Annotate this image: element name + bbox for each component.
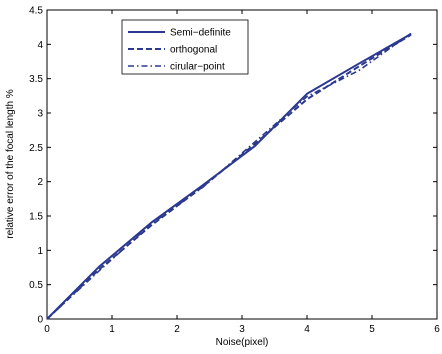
legend: Semi−definite orthogonal cirular−point bbox=[121, 19, 249, 75]
x-tick-label: 2 bbox=[174, 324, 180, 335]
y-tick-label: 4 bbox=[37, 40, 43, 51]
legend-label-0: Semi−definite bbox=[170, 28, 231, 39]
y-tick-label: 3.5 bbox=[29, 74, 43, 85]
x-tick-label: 3 bbox=[239, 324, 245, 335]
y-tick-label: 3 bbox=[37, 109, 43, 120]
y-tick-label: 0.5 bbox=[29, 280, 43, 291]
y-tick-label: 2.5 bbox=[29, 143, 43, 154]
tick-labels: 0 1 2 3 4 5 6 0 0.5 1 1.5 2 2.5 3 3.5 4 4.5 bbox=[29, 6, 440, 336]
x-tick-label: 4 bbox=[304, 324, 310, 335]
legend-box bbox=[121, 19, 249, 75]
y-tick-label: 2 bbox=[37, 177, 43, 188]
series-layer bbox=[46, 32, 412, 320]
x-tick-label: 0 bbox=[44, 324, 50, 335]
x-tick-label: 1 bbox=[109, 324, 115, 335]
x-axis-label: Noise(pixel) bbox=[216, 337, 269, 348]
y-tick-label: 0 bbox=[37, 315, 43, 326]
axis-ticks bbox=[46, 9, 438, 320]
x-tick-label: 6 bbox=[434, 324, 440, 335]
y-tick-label: 1 bbox=[37, 246, 43, 257]
x-tick-label: 5 bbox=[369, 324, 375, 335]
legend-label-2: cirular−point bbox=[170, 62, 225, 73]
legend-label-1: orthogonal bbox=[170, 45, 217, 56]
y-tick-label: 4.5 bbox=[29, 6, 43, 17]
y-axis-label: relative error of the focal length % bbox=[5, 89, 16, 239]
y-tick-label: 1.5 bbox=[29, 212, 43, 223]
series-line-2 bbox=[46, 32, 412, 320]
